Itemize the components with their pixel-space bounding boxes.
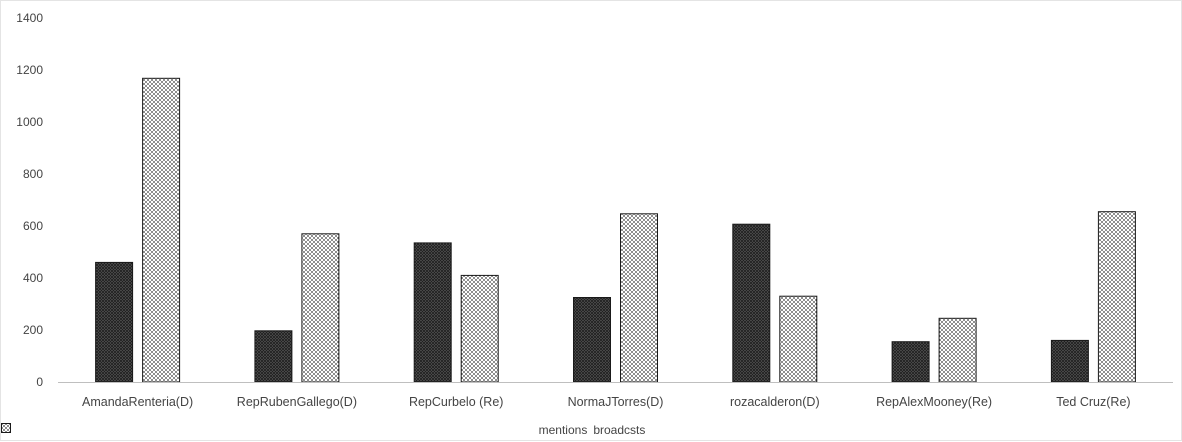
legend: mentions broadcsts bbox=[1, 423, 1182, 437]
x-category-label: Ted Cruz(Re) bbox=[1056, 395, 1130, 409]
legend-label-broadcsts: broadcsts bbox=[593, 423, 646, 437]
x-category-label: RepRubenGallego(D) bbox=[237, 395, 357, 409]
bar-mentions bbox=[732, 223, 771, 383]
bar-mentions bbox=[413, 242, 452, 383]
y-tick-label: 400 bbox=[23, 271, 43, 285]
bar-broadcsts bbox=[1097, 211, 1136, 383]
y-tick-label: 0 bbox=[36, 375, 43, 389]
y-tick-label: 800 bbox=[23, 167, 43, 181]
legend-item-broadcsts: broadcsts bbox=[1, 423, 646, 437]
bar-broadcsts bbox=[779, 295, 818, 383]
bar-broadcsts bbox=[142, 77, 181, 383]
bar-mentions bbox=[1050, 339, 1089, 383]
y-tick-label: 1400 bbox=[16, 11, 43, 25]
bar-mentions bbox=[891, 341, 930, 383]
x-category-label: rozacalderon(D) bbox=[730, 395, 820, 409]
legend-item-mentions: mentions bbox=[1, 423, 588, 437]
x-axis-category-labels: AmandaRenteria(D) RepRubenGallego(D) RepCu… bbox=[82, 395, 1131, 409]
y-tick-label: 600 bbox=[23, 219, 43, 233]
y-axis-tick-labels: 0 200 400 600 800 1000 1200 1400 bbox=[16, 11, 43, 389]
x-category-label: NormaJTorres(D) bbox=[568, 395, 664, 409]
x-category-label: RepAlexMooney(Re) bbox=[876, 395, 992, 409]
y-tick-label: 1000 bbox=[16, 115, 43, 129]
legend-swatch-broadcsts bbox=[1, 423, 11, 433]
x-category-label: RepCurbelo (Re) bbox=[409, 395, 503, 409]
bar-mentions bbox=[95, 261, 134, 383]
y-tick-label: 1200 bbox=[16, 63, 43, 77]
bar-broadcsts bbox=[620, 213, 658, 383]
y-tick-label: 200 bbox=[23, 323, 43, 337]
bar-broadcsts bbox=[460, 274, 499, 383]
bar-mentions bbox=[254, 330, 293, 383]
legend-label-mentions: mentions bbox=[538, 423, 588, 437]
bar-broadcsts bbox=[938, 317, 977, 383]
bar-group bbox=[95, 77, 1136, 383]
bar-broadcsts bbox=[301, 233, 340, 383]
bar-mentions bbox=[573, 297, 611, 383]
x-category-label: AmandaRenteria(D) bbox=[82, 395, 193, 409]
